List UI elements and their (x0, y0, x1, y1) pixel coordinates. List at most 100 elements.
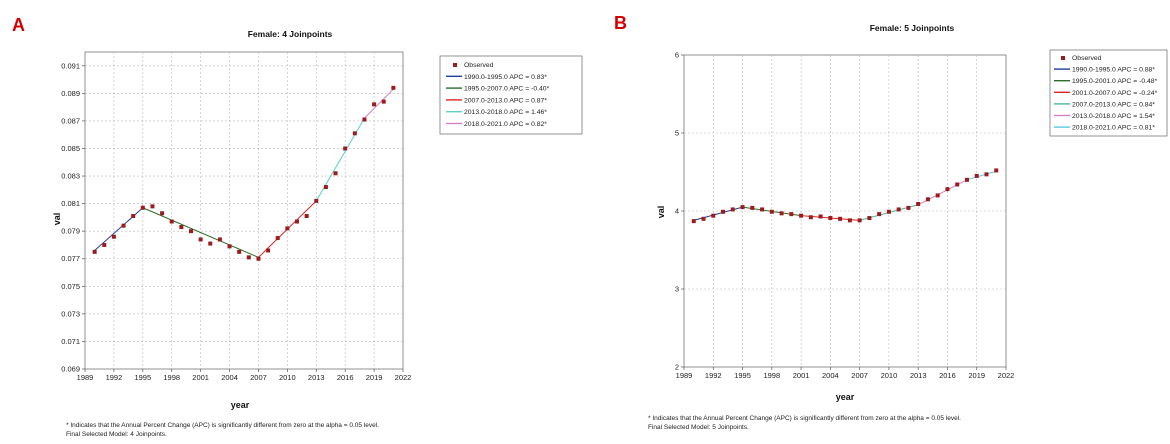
observed-point (994, 168, 999, 173)
x-tick-label: 2010 (881, 371, 898, 380)
legend-label: Observed (464, 62, 494, 69)
legend-items-b: Observed 1990.0-1995.0 APC = 0.88* 1995.0-… (1054, 55, 1158, 132)
observed-point (227, 244, 232, 249)
chart-title-b: Female: 5 Joinpoints (870, 23, 955, 33)
y-tick-label: 0.079 (61, 227, 80, 236)
observed-point (721, 209, 726, 214)
observed-point (169, 219, 174, 224)
panel-letter-b: B (614, 13, 627, 33)
observed-point (769, 209, 774, 214)
y-axis-label-b: val (656, 206, 666, 219)
x-tick-label: 2010 (279, 373, 296, 382)
x-tick-label: 2001 (793, 371, 810, 380)
plot-area-b: 1989 1992 1995 1998 2001 2004 2007 2010 2013 2016… (675, 51, 1015, 381)
observed-point (828, 216, 833, 221)
footnote-significance-b: * Indicates that the Annual Percent Chan… (648, 415, 961, 422)
x-tick-label: 1992 (705, 371, 722, 380)
x-tick-label: 2019 (366, 373, 383, 382)
observed-point (343, 146, 348, 151)
x-tick-label: 2004 (822, 371, 839, 380)
observed-point (877, 212, 882, 217)
observed-point (838, 216, 843, 221)
y-tick-label: 0.073 (61, 309, 80, 318)
y-tick-label: 0.091 (61, 61, 80, 70)
legend-label: 2018.0-2021.0 APC = 0.81* (1072, 125, 1155, 132)
legend-label: 2013.0-2018.0 APC = 1.54* (1072, 113, 1155, 120)
observed-point (945, 187, 950, 192)
x-tick-label: 1998 (163, 373, 180, 382)
observed-point (246, 255, 251, 260)
observed-point (131, 214, 136, 219)
legend-label: 1995.0-2001.0 APC = -0.48* (1072, 78, 1158, 85)
chart-title-a: Female: 4 Joinpoints (248, 29, 333, 39)
observed-point (789, 212, 794, 217)
legend-label: 1990.0-1995.0 APC = 0.83* (464, 74, 547, 81)
observed-point (691, 219, 696, 224)
legend-observed-marker (1061, 56, 1065, 60)
observed-point (362, 117, 367, 122)
observed-point (160, 211, 165, 216)
legend-label: 1995.0-2007.0 APC = -0.40* (464, 86, 550, 93)
observed-point (760, 207, 765, 212)
observed-point (779, 211, 784, 216)
x-tick-label: 1989 (77, 373, 94, 382)
observed-point (750, 205, 755, 210)
observed-point (323, 185, 328, 190)
observed-point (964, 177, 969, 182)
panel-a: A Female: 4 Joinpoints 1989 1992 1995 1998 2… (12, 15, 583, 438)
y-tick-label: 0.081 (61, 199, 80, 208)
x-tick-label: 2016 (337, 373, 354, 382)
x-tick-label: 1995 (134, 373, 151, 382)
x-tick-label: 2007 (250, 373, 267, 382)
fitted-segment-line (966, 170, 997, 181)
observed-point (150, 204, 155, 209)
observed-point (925, 197, 930, 202)
panel-letter-a: A (12, 15, 25, 35)
x-tick-label: 2013 (308, 373, 325, 382)
y-axis-label-a: val (52, 213, 62, 226)
legend-a: Observed 1990.0-1995.0 APC = 0.83* 1995.0-… (439, 55, 583, 135)
observed-point (808, 215, 813, 220)
y-tick-label: 6 (675, 51, 679, 60)
observed-point (217, 237, 222, 242)
x-tick-label: 2019 (968, 371, 985, 380)
observed-point (711, 213, 716, 218)
legend-box-a (439, 55, 583, 135)
x-tick-label: 2016 (939, 371, 956, 380)
x-tick-label: 1992 (106, 373, 123, 382)
observed-point (121, 223, 126, 228)
y-tick-label: 2 (675, 363, 679, 372)
footnote-model-a: Final Selected Model: 4 Joinpoints. (66, 431, 167, 438)
observed-point (102, 242, 107, 247)
x-tick-label: 2013 (910, 371, 927, 380)
x-tick-label: 2001 (192, 373, 209, 382)
y-tick-label: 0.075 (61, 282, 80, 291)
footnote-significance-a: * Indicates that the Annual Percent Chan… (66, 422, 379, 429)
observed-point (266, 248, 271, 253)
observed-point (701, 216, 706, 221)
y-tick-label: 0.089 (61, 89, 80, 98)
observed-point (256, 256, 261, 261)
observed-point (92, 249, 97, 254)
legend-observed-marker (453, 63, 457, 67)
observed-point (275, 236, 280, 241)
observed-point (285, 226, 290, 231)
legend-label: 1990.0-1995.0 APC = 0.88* (1072, 67, 1155, 74)
plot-frame (84, 51, 404, 370)
observed-point (304, 214, 309, 219)
observed-point (857, 218, 862, 223)
y-tick-label: 0.087 (61, 116, 80, 125)
x-tick-label: 2022 (395, 373, 412, 382)
observed-point (799, 213, 804, 218)
x-tick-label: 2022 (998, 371, 1015, 380)
plot-area-a: 1989 1992 1995 1998 2001 2004 2007 2010 2013 2016… (61, 51, 412, 382)
footnote-model-b: Final Selected Model: 5 Joinpoints. (648, 424, 749, 431)
observed-point (906, 205, 911, 210)
observed-point (818, 214, 823, 219)
legend-label: 2018.0-2021.0 APC = 0.82* (464, 121, 547, 128)
legend-label: 2007.0-2013.0 APC = 0.84* (1072, 101, 1155, 108)
y-tick-label: 0.085 (61, 144, 80, 153)
y-tick-label: 3 (675, 285, 679, 294)
observed-point (974, 173, 979, 178)
